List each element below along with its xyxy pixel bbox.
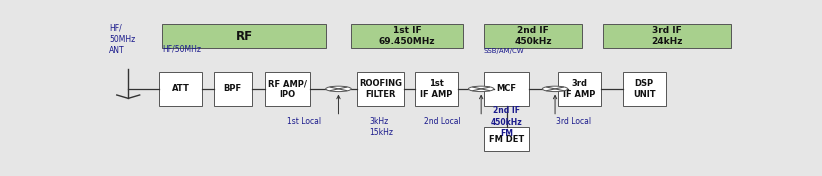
- Text: 3rd Local: 3rd Local: [556, 117, 592, 126]
- Text: 2nd IF
450kHz: 2nd IF 450kHz: [515, 26, 552, 46]
- Text: 1st
IF AMP: 1st IF AMP: [420, 79, 453, 99]
- Bar: [483, 24, 583, 48]
- Text: 2nd IF
450kHz
FM: 2nd IF 450kHz FM: [491, 106, 523, 138]
- Bar: [415, 72, 458, 106]
- Text: RF AMP/
IPO: RF AMP/ IPO: [268, 79, 307, 99]
- Text: ATT: ATT: [172, 84, 189, 93]
- Bar: [265, 72, 311, 106]
- Circle shape: [543, 86, 568, 92]
- Bar: [351, 24, 463, 48]
- Text: 3rd IF
24kHz: 3rd IF 24kHz: [652, 26, 683, 46]
- Text: 3kHz
15kHz: 3kHz 15kHz: [369, 117, 393, 137]
- Text: FM DET: FM DET: [489, 134, 524, 143]
- Text: SSB/AM/CW: SSB/AM/CW: [483, 48, 524, 54]
- Bar: [214, 72, 252, 106]
- Text: MCF: MCF: [496, 84, 517, 93]
- Bar: [484, 127, 529, 151]
- Bar: [357, 72, 404, 106]
- Circle shape: [469, 86, 494, 92]
- Text: ROOFING
FILTER: ROOFING FILTER: [359, 79, 402, 99]
- Bar: [484, 72, 529, 106]
- Text: RF: RF: [236, 30, 252, 43]
- Text: HF/50MHz: HF/50MHz: [162, 45, 201, 54]
- Text: DSP
UNIT: DSP UNIT: [633, 79, 656, 99]
- Bar: [557, 72, 601, 106]
- Text: 3rd
IF AMP: 3rd IF AMP: [563, 79, 595, 99]
- Bar: [162, 24, 326, 48]
- Text: 1st IF
69.450MHz: 1st IF 69.450MHz: [379, 26, 435, 46]
- Text: 2nd Local: 2nd Local: [424, 117, 461, 126]
- Text: HF/
50MHz
ANT: HF/ 50MHz ANT: [109, 24, 136, 55]
- Bar: [603, 24, 731, 48]
- Text: 1st Local: 1st Local: [288, 117, 321, 126]
- Bar: [622, 72, 666, 106]
- Bar: [159, 72, 202, 106]
- Circle shape: [326, 86, 351, 92]
- Text: BPF: BPF: [224, 84, 242, 93]
